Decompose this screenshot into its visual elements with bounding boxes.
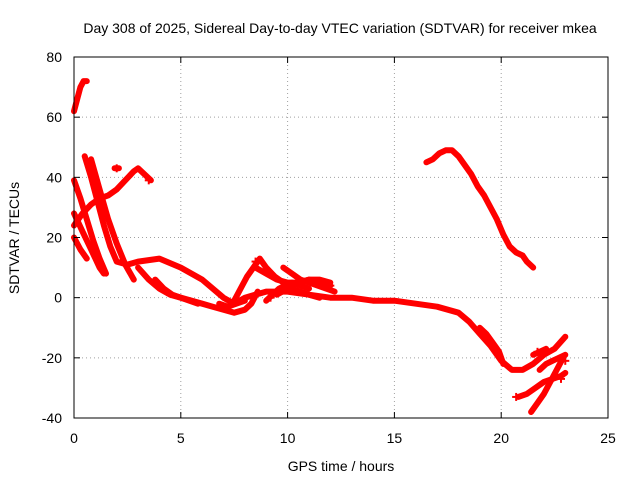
plus-marker — [144, 176, 153, 185]
x-tick-label: 15 — [387, 430, 403, 446]
y-tick-label: -40 — [42, 410, 62, 426]
series-arc-11 — [231, 255, 323, 304]
series-arc-20 — [528, 354, 567, 415]
series-arc-16 — [216, 297, 248, 310]
data-series — [71, 78, 569, 415]
y-tick-label: 60 — [46, 109, 62, 125]
series-arc-18 — [476, 324, 507, 367]
series-arc-05 — [71, 234, 90, 262]
plus-marker — [266, 293, 275, 302]
x-tick-label: 5 — [177, 430, 185, 446]
plus-marker — [251, 257, 260, 266]
x-tick-label: 10 — [280, 430, 296, 446]
plus-marker — [561, 356, 570, 365]
y-tick-label: -20 — [42, 350, 62, 366]
y-tick-label: 80 — [46, 49, 62, 65]
x-tick-label: 20 — [493, 430, 509, 446]
series-arc-21 — [536, 351, 569, 373]
series-arc-03 — [71, 177, 109, 277]
y-tick-label: 20 — [46, 230, 62, 246]
chart-title: Day 308 of 2025, Sidereal Day-to-day VTE… — [83, 20, 596, 36]
series-arc-15 — [263, 279, 312, 304]
data-markers — [112, 164, 570, 401]
series-arc-07 — [88, 156, 137, 283]
x-tick-label: 25 — [600, 430, 616, 446]
plus-marker — [112, 164, 121, 173]
y-tick-label: 0 — [54, 290, 62, 306]
series-arc-04 — [71, 210, 107, 277]
series-arc-17 — [423, 147, 537, 271]
series-arc-09 — [135, 264, 261, 316]
grid — [74, 57, 608, 418]
x-axis-label: GPS time / hours — [288, 458, 395, 474]
series-arc-06 — [71, 165, 154, 229]
plus-marker — [557, 374, 566, 383]
plus-marker — [326, 281, 335, 290]
series-arc-01 — [71, 78, 90, 115]
x-tick-label: 0 — [70, 430, 78, 446]
plus-marker — [512, 392, 521, 401]
y-axis-label: SDTVAR / TECUs — [6, 182, 22, 294]
axis-ticks: 0 5 10 15 20 25 -40 -20 0 20 40 60 80 — [42, 49, 616, 446]
series-arc-10 — [152, 276, 201, 307]
series-arc-02 — [81, 153, 569, 373]
plus-marker — [533, 347, 542, 356]
series-arc-14 — [280, 264, 338, 295]
y-tick-label: 40 — [46, 169, 62, 185]
